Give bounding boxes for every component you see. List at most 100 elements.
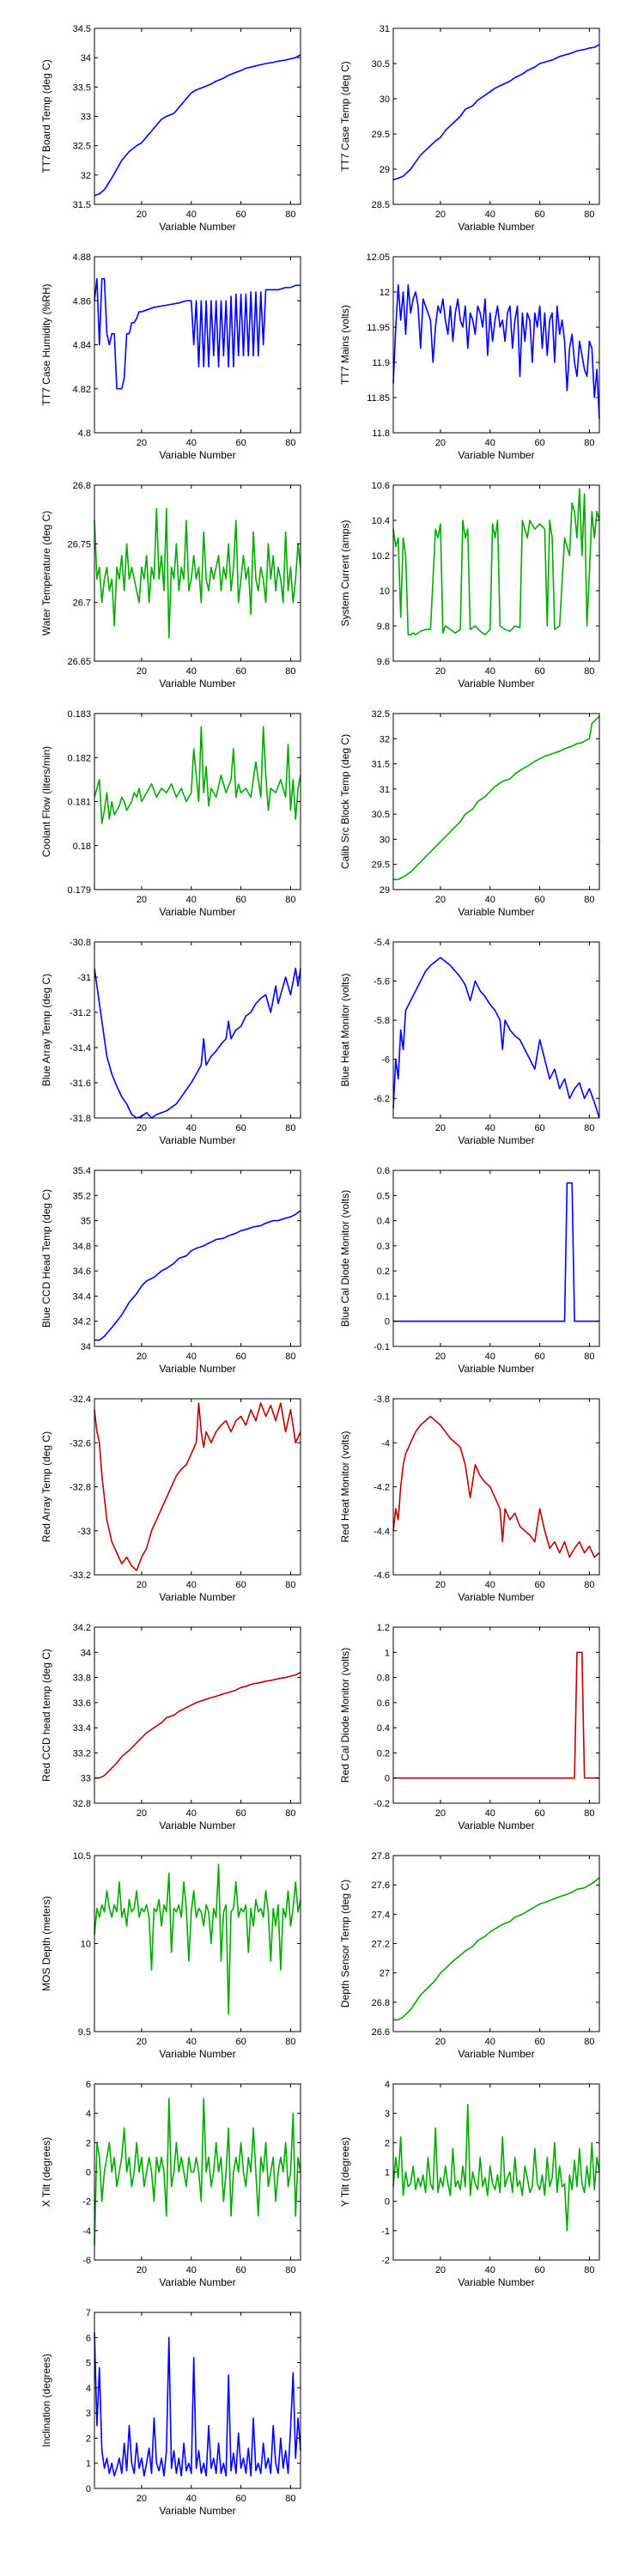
series-line-inclination <box>94 2332 301 2477</box>
y-tick-label: 30.5 <box>372 59 390 70</box>
y-tick-label: 0.181 <box>67 798 91 808</box>
x-tick-label: 80 <box>584 210 594 220</box>
chart-panel-blue-ccd-head-temp: 20 40 60 80 34 34.2 34.4 34.6 34.8 35 35.2 35.4 Vari… <box>40 1166 301 1375</box>
y-tick-label: 10.2 <box>372 551 390 562</box>
y-axis-label: MOS Depth (meters) <box>40 1896 52 1991</box>
x-axis-label: Variable Number <box>159 677 235 690</box>
y-tick-label: 0.3 <box>377 1242 390 1252</box>
series-line-blue-cal-diode-monitor <box>393 1182 599 1322</box>
x-tick-label: 20 <box>435 895 446 905</box>
y-tick-label: 31.5 <box>372 760 390 770</box>
x-tick-label: 80 <box>584 1352 594 1362</box>
chart-panel-tt7-board-temp: 20 40 60 80 31.5 32 32.5 33 33.5 34 34.5 Variable N… <box>40 24 301 233</box>
x-tick-label: 40 <box>485 895 495 905</box>
y-tick-label: 0.4 <box>377 1723 390 1734</box>
y-tick-label: -2 <box>82 2197 91 2208</box>
y-tick-label: 26.8 <box>73 481 91 491</box>
x-tick-label: 80 <box>285 2037 295 2047</box>
y-tick-label: 4 <box>86 2109 91 2119</box>
x-tick-label: 40 <box>186 895 197 905</box>
y-axis-label: Blue Cal Diode Monitor (volts) <box>339 1190 351 1327</box>
y-tick-label: 30 <box>380 94 390 105</box>
x-axis-label: Variable Number <box>458 1820 534 1832</box>
y-tick-label: 0.183 <box>67 709 91 720</box>
y-axis-label: TT7 Mains (volts) <box>339 305 351 385</box>
x-axis-label: Variable Number <box>159 449 235 461</box>
x-tick-label: 20 <box>137 895 147 905</box>
y-tick-label: -4.6 <box>374 1571 390 1581</box>
x-tick-label: 80 <box>584 895 594 905</box>
x-tick-label: 80 <box>584 2037 594 2047</box>
y-tick-label: 2 <box>385 2138 390 2148</box>
y-tick-label: 12 <box>380 288 390 298</box>
x-tick-label: 60 <box>534 895 544 905</box>
y-axis-label: Red Array Temp (deg C) <box>40 1431 52 1542</box>
y-tick-label: 28.5 <box>372 200 390 210</box>
x-axis-label: Variable Number <box>159 1820 235 1832</box>
y-tick-label: 10.4 <box>372 516 390 526</box>
x-tick-label: 60 <box>235 1580 246 1590</box>
x-tick-label: 80 <box>285 666 295 677</box>
y-tick-label: 0.18 <box>73 841 91 852</box>
y-tick-label: 11.95 <box>367 323 390 333</box>
y-axis-label: System Current (amps) <box>339 519 351 626</box>
y-tick-label: 0.4 <box>377 1217 390 1227</box>
series-line-tt7-mains <box>392 283 600 419</box>
axes-box <box>392 484 600 662</box>
x-tick-label: 40 <box>485 1808 495 1819</box>
y-tick-label: 0.1 <box>377 1291 390 1302</box>
y-tick-label: 4.84 <box>73 341 91 351</box>
series-line-blue-ccd-head-temp <box>94 1210 301 1341</box>
chart-panel-system-current: 20 40 60 80 9.6 9.8 10 10.2 10.4 10.6 Variable Num… <box>339 481 600 690</box>
chart-panel-water-temperature: 20 40 60 80 26.65 26.7 26.75 26.8 Variable Numbe… <box>40 481 301 690</box>
x-tick-label: 20 <box>137 438 147 448</box>
y-tick-label: 34.5 <box>73 24 91 34</box>
y-tick-label: 6 <box>86 2080 91 2090</box>
y-tick-label: 0.8 <box>377 1674 390 1684</box>
x-axis-label: Variable Number <box>159 1134 235 1146</box>
y-tick-label: 33.6 <box>73 1698 91 1709</box>
x-tick-label: 60 <box>534 438 544 448</box>
y-axis-label: Blue Array Temp (deg C) <box>40 974 52 1086</box>
x-tick-label: 80 <box>285 1352 295 1362</box>
y-tick-label: 32 <box>380 734 390 744</box>
y-axis-label: Blue Heat Monitor (volts) <box>339 973 351 1086</box>
y-tick-label: -31.6 <box>70 1078 91 1089</box>
x-tick-label: 80 <box>285 2265 295 2275</box>
series-line-depth-sensor-temp <box>393 1877 600 2021</box>
y-axis-label: X Tilt (degrees) <box>40 2137 52 2207</box>
axes-box <box>392 1170 600 1347</box>
y-tick-label: 32.5 <box>372 709 390 720</box>
axes-box <box>392 256 600 434</box>
chart-panel-blue-array-temp: 20 40 60 80 -31.8 -31.6 -31.4 -31.2 -31 -30.8 Vari… <box>40 938 301 1146</box>
x-tick-label: 20 <box>137 1352 147 1362</box>
x-axis-label: Variable Number <box>458 221 534 233</box>
y-axis-label: Inclination (degrees) <box>40 2354 52 2447</box>
x-tick-label: 20 <box>137 1123 147 1133</box>
y-tick-label: 34 <box>81 53 91 64</box>
y-tick-label: 0.6 <box>377 1166 390 1176</box>
y-tick-label: 0.2 <box>377 1748 390 1759</box>
x-axis-label: Variable Number <box>159 2048 235 2060</box>
y-tick-label: 29 <box>380 885 390 896</box>
y-tick-label: 31 <box>380 24 390 34</box>
y-tick-label: 34 <box>81 1648 91 1658</box>
y-tick-label: 11.8 <box>372 428 390 439</box>
y-tick-label: 34 <box>81 1342 91 1352</box>
y-tick-label: 11.9 <box>372 358 390 368</box>
y-tick-label: 0 <box>86 2484 91 2494</box>
x-tick-label: 20 <box>435 438 446 448</box>
x-axis-label: Variable Number <box>159 2276 235 2288</box>
y-tick-label: 34.6 <box>73 1267 91 1277</box>
y-tick-label: 9.5 <box>78 2027 91 2038</box>
series-line-red-array-temp <box>94 1402 301 1571</box>
y-tick-label: 9.8 <box>377 622 390 632</box>
y-tick-label: 0 <box>385 1774 390 1784</box>
x-tick-label: 60 <box>235 438 246 448</box>
y-axis-label: Red Heat Monitor (volts) <box>339 1431 351 1542</box>
chart-panel-red-ccd-head-temp: 20 40 60 80 32.8 33 33.2 33.4 33.6 33.8 34 34.2 Vari… <box>40 1623 301 1832</box>
x-tick-label: 20 <box>137 210 147 220</box>
x-tick-label: 20 <box>137 1808 147 1819</box>
y-tick-label: 34.4 <box>73 1291 91 1302</box>
y-tick-label: 29.5 <box>372 860 390 871</box>
